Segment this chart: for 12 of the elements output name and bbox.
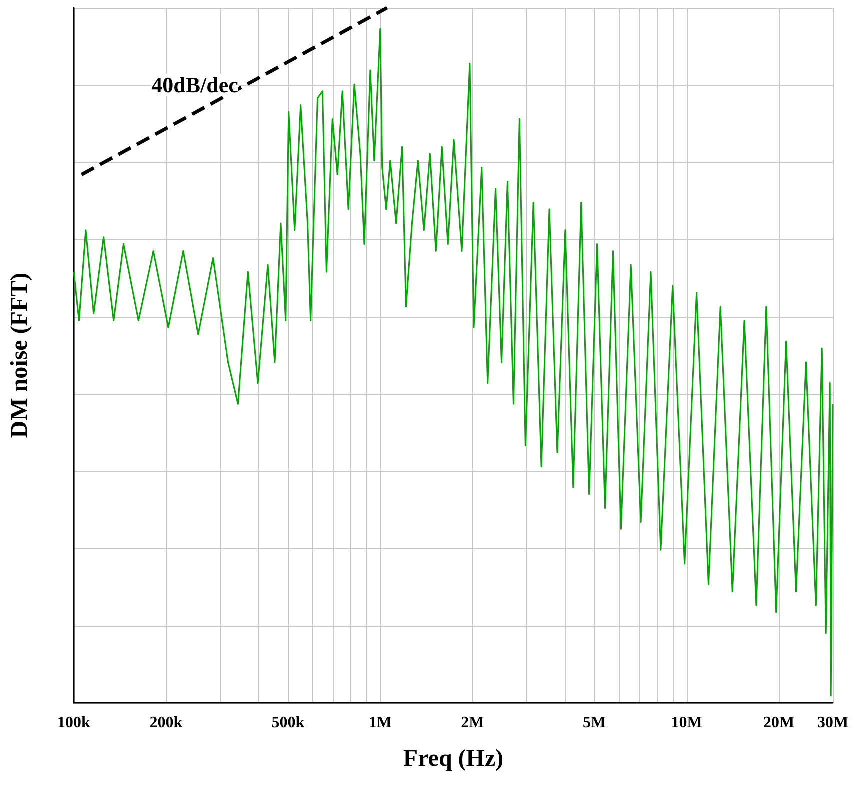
x-tick-label: 100k — [58, 714, 91, 732]
x-tick-label: 20M — [763, 714, 795, 732]
x-tick-label: 5M — [583, 714, 606, 732]
x-tick-label: 10M — [671, 714, 702, 732]
x-tick-label: 200k — [150, 714, 183, 732]
y-axis-title: DM noise (FFT) — [7, 272, 33, 438]
x-tick-label: 500k — [272, 714, 305, 732]
x-tick-label: 30M — [817, 714, 849, 732]
annotation: 40dB/dec — [152, 72, 239, 98]
x-tick-label: 2M — [461, 714, 484, 732]
x-tick-label: 1M — [368, 714, 392, 732]
x-axis-title: Freq (Hz) — [403, 746, 504, 772]
